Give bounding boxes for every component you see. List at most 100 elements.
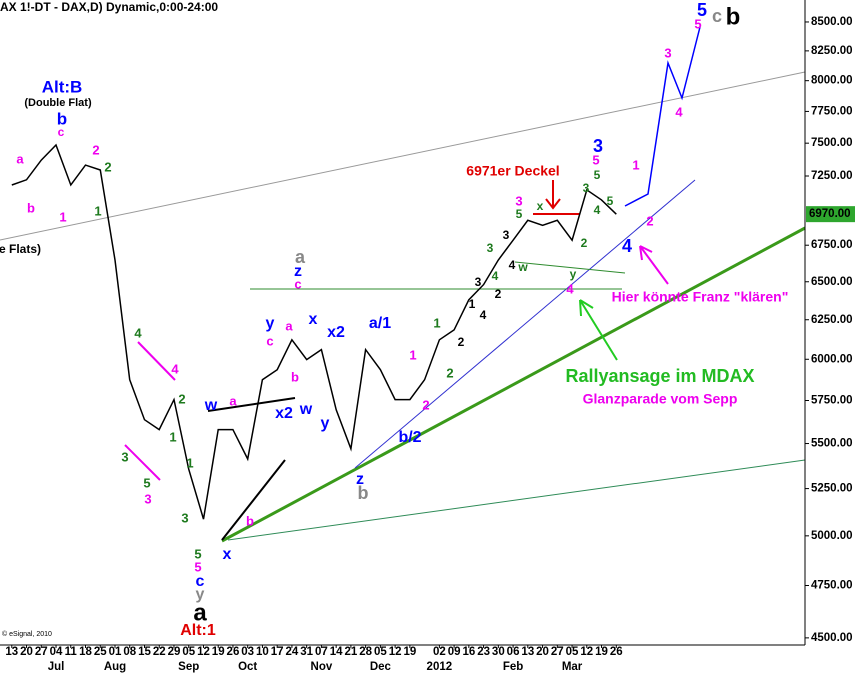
arrow: [639, 245, 669, 285]
wave-label: (Double Flat): [24, 97, 92, 109]
x-tick-label: 27: [551, 646, 564, 658]
wave-label: b/2: [398, 429, 421, 446]
trend-line: [207, 397, 296, 412]
wave-label: y: [570, 267, 577, 281]
wave-label: 3: [583, 181, 590, 195]
wave-label: w: [204, 397, 218, 414]
wave-label: Glanzparade vom Sepp: [583, 391, 738, 407]
x-month-label: 2012: [427, 661, 453, 673]
wave-label: 4: [171, 361, 179, 376]
x-month-label: Oct: [238, 661, 257, 673]
last-price-box: [806, 206, 855, 223]
wave-label: 2: [458, 335, 465, 349]
wave-label: 1: [169, 429, 176, 444]
x-tick-label: 14: [330, 646, 343, 658]
x-tick-label: 07: [315, 646, 328, 658]
wave-label: 4: [594, 203, 601, 217]
copyright: © eSignal, 2010: [2, 630, 52, 638]
y-tick-label: 8500.00: [811, 16, 853, 28]
wave-label: 5: [697, 0, 707, 20]
wave-label: 3: [487, 241, 494, 255]
y-tick-label: 4500.00: [811, 632, 853, 644]
wave-label: a/1: [369, 315, 391, 332]
wave-label: z: [356, 471, 364, 488]
wave-label: x2: [275, 405, 293, 422]
wave-label: 5: [592, 152, 599, 167]
x-tick-label: 26: [227, 646, 240, 658]
wave-label: 4: [566, 281, 574, 296]
wave-label: c: [196, 573, 205, 590]
y-tick-label: 5000.00: [811, 530, 853, 542]
drawing-layer: [0, 0, 806, 646]
y-tick-label: 8000.00: [811, 75, 853, 87]
wave-label: Hier könnte Franz "klären": [612, 289, 789, 305]
wave-label: 4: [492, 269, 499, 283]
last-price-label: 6970.00: [809, 208, 851, 220]
wave-label: 1: [433, 315, 440, 330]
wave-label: 3: [181, 510, 188, 525]
wave-label: x: [223, 546, 232, 563]
x-month-label: Sep: [178, 661, 199, 673]
x-tick-label: 30: [492, 646, 505, 658]
x-tick-label: 24: [286, 646, 299, 658]
wave-label: c: [712, 6, 722, 26]
x-tick-label: 03: [241, 646, 254, 658]
y-tick-label: 5750.00: [811, 395, 853, 407]
wave-label: 3: [121, 449, 128, 464]
wave-label: 3: [664, 45, 671, 60]
wave-label: b: [57, 109, 67, 128]
wave-label: 5: [143, 475, 150, 490]
wave-label: w: [299, 401, 313, 418]
wave-label: 4: [134, 325, 142, 340]
wave-label: 2: [646, 213, 653, 228]
wave-label: 1: [94, 203, 101, 218]
x-tick-label: 12: [389, 646, 402, 658]
x-tick-label: 22: [153, 646, 166, 658]
x-tick-label: 10: [256, 646, 269, 658]
x-tick-label: 05: [182, 646, 195, 658]
wave-label: 5: [516, 207, 523, 221]
wave-label: 1: [59, 209, 66, 224]
x-tick-label: 16: [462, 646, 475, 658]
wave-label: 3: [144, 491, 151, 506]
x-month-label: Aug: [104, 661, 126, 673]
wave-label: 4: [622, 236, 632, 256]
channel-line: [0, 71, 806, 241]
forecast-path: [624, 26, 701, 207]
wave-label: a: [295, 247, 306, 267]
x-tick-label: 19: [212, 646, 225, 658]
wave-label: 1: [186, 455, 193, 470]
wave-label: b: [246, 513, 254, 528]
wave-label: y: [321, 415, 330, 432]
wave-label: z: [294, 263, 302, 280]
y-tick-label: 5250.00: [811, 483, 853, 495]
wave-label: b: [291, 369, 299, 384]
x-tick-label: 13: [521, 646, 534, 658]
wave-label: Rallyansage im MDAX: [565, 366, 754, 386]
trend-line: [221, 459, 286, 541]
x-tick-label: 04: [50, 646, 63, 658]
x-tick-label: 20: [536, 646, 549, 658]
trend-line: [221, 226, 806, 543]
wave-label: x: [309, 311, 318, 328]
wave-label: x: [537, 199, 544, 213]
x-month-label: Nov: [311, 661, 333, 673]
chart-title: AX 1!-DT - DAX,D) Dynamic,0:00-24:00: [0, 0, 218, 14]
wave-label: 3: [515, 193, 522, 208]
wave-label: y: [266, 315, 275, 332]
arrow: [545, 180, 561, 210]
trend-line: [227, 459, 806, 541]
y-tick-label: 7500.00: [811, 137, 853, 149]
wave-label: b: [726, 3, 741, 30]
wave-label: 2: [92, 142, 99, 157]
x-month-label: Feb: [503, 661, 523, 673]
wave-label: w: [517, 260, 528, 274]
wave-label: 1: [469, 297, 476, 311]
x-tick-label: 05: [566, 646, 579, 658]
x-tick-label: 12: [580, 646, 593, 658]
x-month-label: Mar: [562, 661, 583, 673]
x-tick-label: 27: [35, 646, 48, 658]
arrow: [579, 299, 618, 361]
